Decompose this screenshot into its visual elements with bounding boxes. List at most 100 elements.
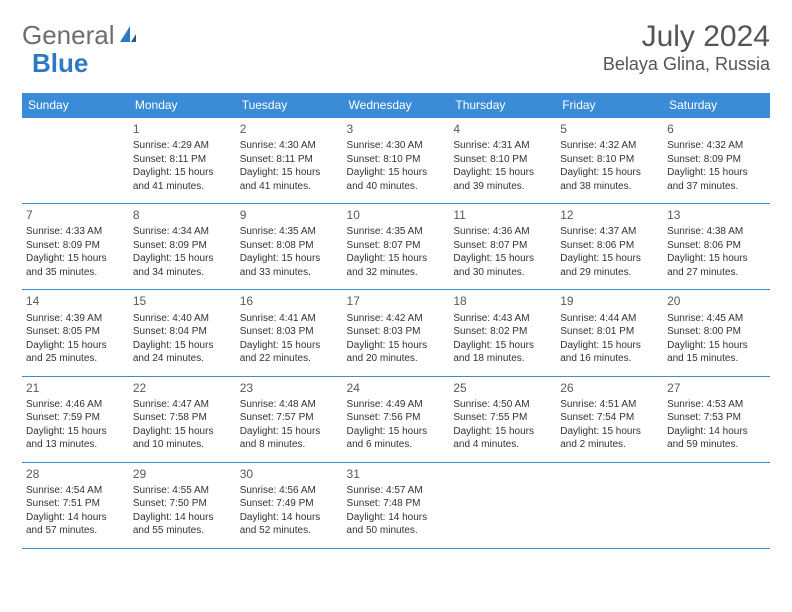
calendar-day-cell: 10 Sunrise: 4:35 AMSunset: 8:07 PMDayligh… (343, 204, 450, 290)
day-number: 21 (26, 380, 125, 396)
day-number: 4 (453, 121, 552, 137)
calendar-empty-cell (449, 462, 556, 548)
sunrise-text: Sunrise: 4:44 AM (560, 312, 659, 326)
sunset-text: Sunset: 8:09 PM (26, 239, 125, 253)
day-number: 6 (667, 121, 766, 137)
daylight-text: and 27 minutes. (667, 266, 766, 280)
sunrise-text: Sunrise: 4:29 AM (133, 139, 232, 153)
daylight-text: Daylight: 15 hours (133, 166, 232, 180)
logo-text-blue: Blue (32, 48, 88, 79)
day-number: 15 (133, 293, 232, 309)
day-number: 8 (133, 207, 232, 223)
daylight-text: and 20 minutes. (347, 352, 446, 366)
sunset-text: Sunset: 8:09 PM (667, 153, 766, 167)
daylight-text: Daylight: 15 hours (133, 339, 232, 353)
calendar-day-cell: 13Sunrise: 4:38 AMSunset: 8:06 PMDayligh… (663, 204, 770, 290)
daylight-text: Daylight: 15 hours (347, 166, 446, 180)
calendar-day-cell: 24Sunrise: 4:49 AMSunset: 7:56 PMDayligh… (343, 376, 450, 462)
sunrise-text: Sunrise: 4:50 AM (453, 398, 552, 412)
daylight-text: Daylight: 15 hours (453, 166, 552, 180)
day-number: 20 (667, 293, 766, 309)
sunset-text: Sunset: 8:03 PM (240, 325, 339, 339)
sunset-text: Sunset: 7:49 PM (240, 497, 339, 511)
calendar-day-cell: 8Sunrise: 4:34 AMSunset: 8:09 PMDaylight… (129, 204, 236, 290)
day-header: Tuesday (236, 93, 343, 118)
daylight-text: Daylight: 15 hours (240, 166, 339, 180)
sunset-text: Sunset: 8:04 PM (133, 325, 232, 339)
calendar-day-cell: 9Sunrise: 4:35 AMSunset: 8:08 PMDaylight… (236, 204, 343, 290)
daylight-text: Daylight: 14 hours (133, 511, 232, 525)
calendar-day-cell: 7Sunrise: 4:33 AMSunset: 8:09 PMDaylight… (22, 204, 129, 290)
day-number: 10 (347, 207, 446, 223)
day-number: 3 (347, 121, 446, 137)
logo-sail-icon (118, 24, 138, 44)
header: General July 2024 Belaya Glina, Russia (22, 20, 770, 75)
daylight-text: Daylight: 15 hours (560, 425, 659, 439)
day-header: Monday (129, 93, 236, 118)
calendar-day-cell: 16Sunrise: 4:41 AMSunset: 8:03 PMDayligh… (236, 290, 343, 376)
location: Belaya Glina, Russia (603, 54, 770, 75)
daylight-text: and 29 minutes. (560, 266, 659, 280)
calendar-day-cell: 23Sunrise: 4:48 AMSunset: 7:57 PMDayligh… (236, 376, 343, 462)
daylight-text: and 22 minutes. (240, 352, 339, 366)
calendar-day-cell: 4 Sunrise: 4:31 AMSunset: 8:10 PMDaylight… (449, 118, 556, 204)
daylight-text: Daylight: 15 hours (240, 252, 339, 266)
sunset-text: Sunset: 8:10 PM (453, 153, 552, 167)
daylight-text: and 13 minutes. (26, 438, 125, 452)
calendar-day-cell: 14Sunrise: 4:39 AMSunset: 8:05 PMDayligh… (22, 290, 129, 376)
calendar-day-cell: 31Sunrise: 4:57 AMSunset: 7:48 PMDayligh… (343, 462, 450, 548)
sunrise-text: Sunrise: 4:35 AM (347, 225, 446, 239)
day-number: 16 (240, 293, 339, 309)
day-header-row: SundayMondayTuesdayWednesdayThursdayFrid… (22, 93, 770, 118)
daylight-text: and 57 minutes. (26, 524, 125, 538)
daylight-text: and 39 minutes. (453, 180, 552, 194)
daylight-text: and 30 minutes. (453, 266, 552, 280)
sunset-text: Sunset: 8:00 PM (667, 325, 766, 339)
calendar-day-cell: 11Sunrise: 4:36 AMSunset: 8:07 PMDayligh… (449, 204, 556, 290)
day-number: 22 (133, 380, 232, 396)
sunrise-text: Sunrise: 4:32 AM (667, 139, 766, 153)
sunset-text: Sunset: 8:08 PM (240, 239, 339, 253)
sunset-text: Sunset: 7:56 PM (347, 411, 446, 425)
sunrise-text: Sunrise: 4:31 AM (453, 139, 552, 153)
sunrise-text: Sunrise: 4:56 AM (240, 484, 339, 498)
daylight-text: and 32 minutes. (347, 266, 446, 280)
sunset-text: Sunset: 7:54 PM (560, 411, 659, 425)
calendar-empty-cell (663, 462, 770, 548)
daylight-text: Daylight: 15 hours (347, 252, 446, 266)
daylight-text: and 24 minutes. (133, 352, 232, 366)
sunrise-text: Sunrise: 4:40 AM (133, 312, 232, 326)
sunrise-text: Sunrise: 4:45 AM (667, 312, 766, 326)
sunset-text: Sunset: 7:55 PM (453, 411, 552, 425)
sunset-text: Sunset: 8:10 PM (347, 153, 446, 167)
daylight-text: Daylight: 14 hours (667, 425, 766, 439)
sunset-text: Sunset: 7:50 PM (133, 497, 232, 511)
daylight-text: and 10 minutes. (133, 438, 232, 452)
sunrise-text: Sunrise: 4:48 AM (240, 398, 339, 412)
day-number: 1 (133, 121, 232, 137)
calendar-day-cell: 12Sunrise: 4:37 AMSunset: 8:06 PMDayligh… (556, 204, 663, 290)
day-number: 28 (26, 466, 125, 482)
calendar-day-cell: 19Sunrise: 4:44 AMSunset: 8:01 PMDayligh… (556, 290, 663, 376)
sunrise-text: Sunrise: 4:41 AM (240, 312, 339, 326)
sunset-text: Sunset: 8:01 PM (560, 325, 659, 339)
sunset-text: Sunset: 8:07 PM (347, 239, 446, 253)
daylight-text: and 6 minutes. (347, 438, 446, 452)
sunrise-text: Sunrise: 4:54 AM (26, 484, 125, 498)
daylight-text: and 34 minutes. (133, 266, 232, 280)
sunset-text: Sunset: 8:11 PM (133, 153, 232, 167)
daylight-text: and 8 minutes. (240, 438, 339, 452)
daylight-text: Daylight: 15 hours (560, 166, 659, 180)
calendar-day-cell: 20 Sunrise: 4:45 AMSunset: 8:00 PMDayligh… (663, 290, 770, 376)
sunrise-text: Sunrise: 4:46 AM (26, 398, 125, 412)
day-header: Saturday (663, 93, 770, 118)
daylight-text: and 52 minutes. (240, 524, 339, 538)
logo: General (22, 20, 138, 51)
daylight-text: and 50 minutes. (347, 524, 446, 538)
month-title: July 2024 (603, 20, 770, 54)
day-number: 31 (347, 466, 446, 482)
sunrise-text: Sunrise: 4:49 AM (347, 398, 446, 412)
day-number: 27 (667, 380, 766, 396)
calendar-day-cell: 22Sunrise: 4:47 AMSunset: 7:58 PMDayligh… (129, 376, 236, 462)
daylight-text: Daylight: 15 hours (667, 339, 766, 353)
